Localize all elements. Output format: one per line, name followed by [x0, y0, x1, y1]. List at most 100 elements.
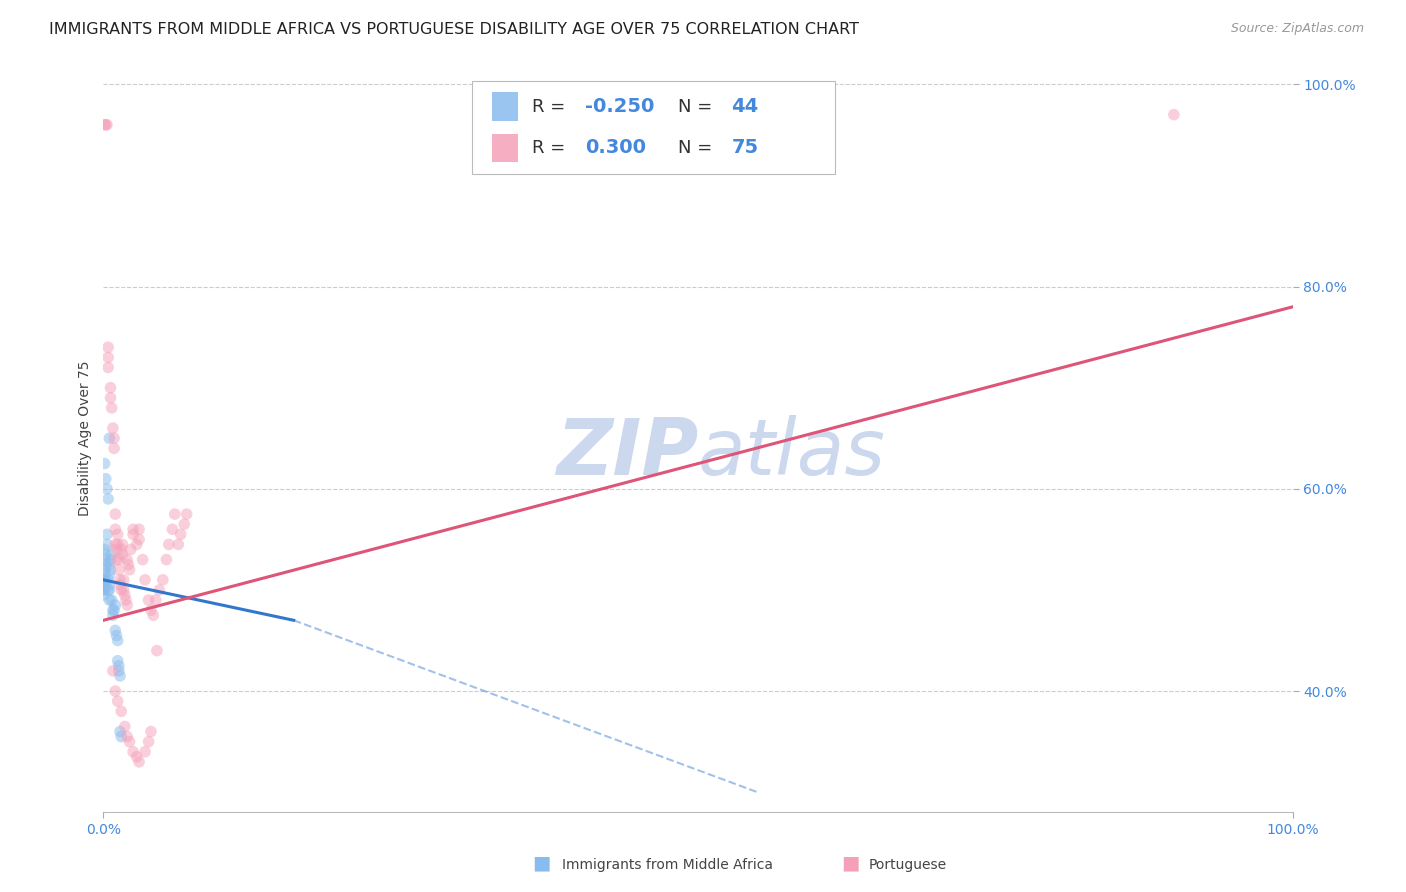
Point — [108, 724, 131, 739]
Point — [122, 527, 145, 541]
Point — [100, 552, 122, 566]
Point — [104, 684, 127, 698]
Text: IMMIGRANTS FROM MIDDLE AFRICA VS PORTUGUESE DISABILITY AGE OVER 75 CORRELATION C: IMMIGRANTS FROM MIDDLE AFRICA VS PORTUGU… — [49, 22, 859, 37]
Point — [94, 558, 117, 572]
Point — [103, 431, 125, 445]
Point — [93, 567, 115, 582]
Point — [96, 482, 118, 496]
Point — [110, 582, 132, 597]
Point — [93, 552, 115, 566]
Point — [93, 582, 115, 597]
Point — [173, 517, 195, 532]
Point — [100, 593, 122, 607]
Point — [104, 537, 127, 551]
Point — [111, 548, 134, 562]
Text: R =: R = — [531, 139, 571, 157]
Point — [94, 472, 117, 486]
Point — [100, 401, 122, 415]
Point — [176, 507, 198, 521]
Point — [115, 552, 138, 566]
Point — [115, 598, 138, 612]
Point — [163, 507, 186, 521]
Text: Portuguese: Portuguese — [869, 858, 948, 872]
Point — [139, 724, 162, 739]
Point — [100, 548, 122, 562]
Point — [96, 537, 118, 551]
Text: Immigrants from Middle Africa: Immigrants from Middle Africa — [562, 858, 773, 872]
Point — [117, 558, 139, 572]
Point — [104, 507, 127, 521]
Point — [101, 421, 124, 435]
Point — [97, 491, 120, 506]
Point — [100, 381, 122, 395]
Point — [114, 719, 136, 733]
Point — [104, 624, 127, 638]
Point — [134, 573, 156, 587]
Point — [97, 351, 120, 365]
Point — [128, 533, 150, 547]
Point — [108, 669, 131, 683]
Point — [110, 730, 132, 744]
Point — [131, 552, 153, 566]
Point — [98, 582, 121, 597]
Text: N =: N = — [678, 139, 718, 157]
Point — [125, 749, 148, 764]
Point — [122, 522, 145, 536]
Text: ZIP: ZIP — [555, 415, 699, 491]
Point — [146, 643, 169, 657]
Point — [120, 542, 142, 557]
Point — [93, 563, 115, 577]
Point — [148, 582, 170, 597]
Point — [170, 527, 193, 541]
Text: ■: ■ — [841, 854, 860, 872]
Point — [107, 654, 129, 668]
Point — [98, 567, 121, 582]
Point — [118, 734, 141, 748]
Point — [107, 527, 129, 541]
Point — [101, 603, 124, 617]
Text: 0.300: 0.300 — [585, 138, 647, 157]
Point — [103, 603, 125, 617]
Point — [93, 578, 115, 592]
FancyBboxPatch shape — [492, 134, 519, 162]
Point — [107, 694, 129, 708]
Point — [145, 593, 167, 607]
Point — [93, 542, 115, 557]
Point — [96, 118, 118, 132]
Point — [167, 537, 190, 551]
Point — [115, 593, 138, 607]
Point — [112, 573, 135, 587]
Point — [157, 537, 180, 551]
Point — [162, 522, 184, 536]
Point — [93, 118, 115, 132]
Point — [108, 578, 131, 592]
Point — [97, 340, 120, 354]
Point — [110, 704, 132, 718]
Point — [104, 522, 127, 536]
Point — [98, 578, 121, 592]
Point — [1163, 108, 1185, 122]
Point — [112, 582, 135, 597]
Y-axis label: Disability Age Over 75: Disability Age Over 75 — [79, 360, 93, 516]
Point — [138, 734, 160, 748]
Point — [97, 573, 120, 587]
Point — [97, 582, 120, 597]
Point — [105, 542, 128, 557]
Point — [101, 664, 124, 678]
Point — [93, 578, 115, 592]
Point — [104, 598, 127, 612]
Point — [128, 755, 150, 769]
Point — [108, 658, 131, 673]
Point — [105, 552, 128, 566]
Text: -0.250: -0.250 — [585, 97, 654, 116]
Point — [93, 573, 115, 587]
Point — [138, 593, 160, 607]
Point — [98, 558, 121, 572]
Point — [107, 537, 129, 551]
Point — [111, 537, 134, 551]
FancyBboxPatch shape — [472, 80, 835, 174]
Point — [115, 730, 138, 744]
Point — [94, 118, 117, 132]
Point — [125, 537, 148, 551]
Text: N =: N = — [678, 98, 718, 116]
